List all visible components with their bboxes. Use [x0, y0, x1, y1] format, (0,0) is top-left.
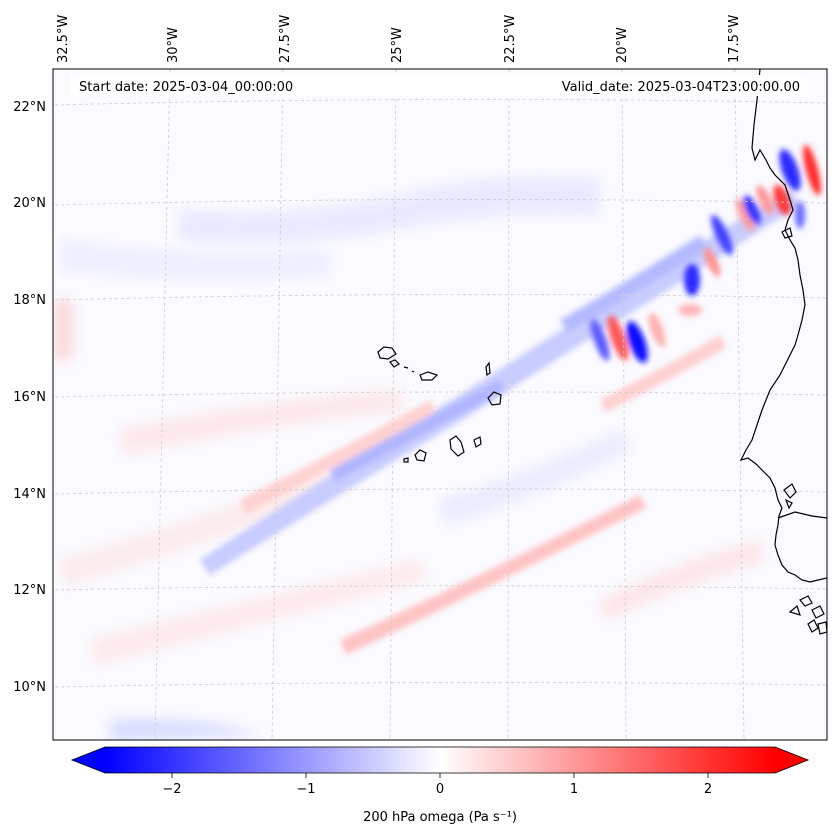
colorbar-bar — [105, 747, 775, 773]
lon-label: 17.5°W — [727, 15, 742, 63]
cape-verde-islands — [377, 346, 502, 463]
west-africa-coastline — [739, 69, 827, 635]
lon-label: 30°W — [166, 27, 181, 63]
colorbar-tick-label: 0 — [436, 782, 444, 797]
colorbar-ticks: −2 −1 0 1 2 — [162, 773, 712, 797]
lon-label: 27.5°W — [278, 15, 293, 63]
lon-label: 32.5°W — [56, 15, 71, 63]
lat-label: 14°N — [13, 487, 46, 502]
valid-date: Valid_date: 2025-03-04T23:00:00.00 — [562, 80, 800, 95]
lat-label: 16°N — [13, 390, 46, 405]
lat-label: 18°N — [13, 293, 46, 308]
longitude-labels: 32.5°W 30°W 27.5°W 25°W 22.5°W 20°W 17.5… — [56, 15, 742, 63]
map-panel: Start date: 2025-03-04_00:00:00 Valid_da… — [52, 68, 828, 741]
header-strip — [70, 75, 808, 96]
lat-label: 12°N — [13, 583, 46, 598]
colorbar-tick-label: 2 — [704, 782, 712, 797]
lat-label: 22°N — [13, 100, 46, 115]
colorbar-label: 200 hPa omega (Pa s⁻¹) — [363, 810, 517, 825]
colorbar-outline — [70, 746, 810, 774]
omega-field — [54, 144, 821, 740]
gridlines — [54, 69, 827, 740]
colorbar-tick-label: −2 — [162, 782, 181, 797]
lon-label: 22.5°W — [503, 15, 518, 63]
colorbar-max-extend — [775, 747, 808, 773]
colorbar-tick-label: −1 — [296, 782, 315, 797]
colorbar-min-extend — [72, 747, 105, 773]
map-frame — [52, 68, 828, 741]
colorbar-tick-label: 1 — [570, 782, 578, 797]
start-date: Start date: 2025-03-04_00:00:00 — [79, 80, 293, 95]
lon-label: 20°W — [615, 27, 630, 63]
latitude-labels: 22°N 20°N 18°N 16°N 14°N 12°N 10°N — [13, 100, 46, 695]
lat-label: 20°N — [13, 196, 46, 211]
lat-label: 10°N — [13, 680, 46, 695]
lon-label: 25°W — [390, 27, 405, 63]
colorbar: −2 −1 0 1 2 200 hPa omega (Pa s⁻¹) — [70, 746, 810, 825]
